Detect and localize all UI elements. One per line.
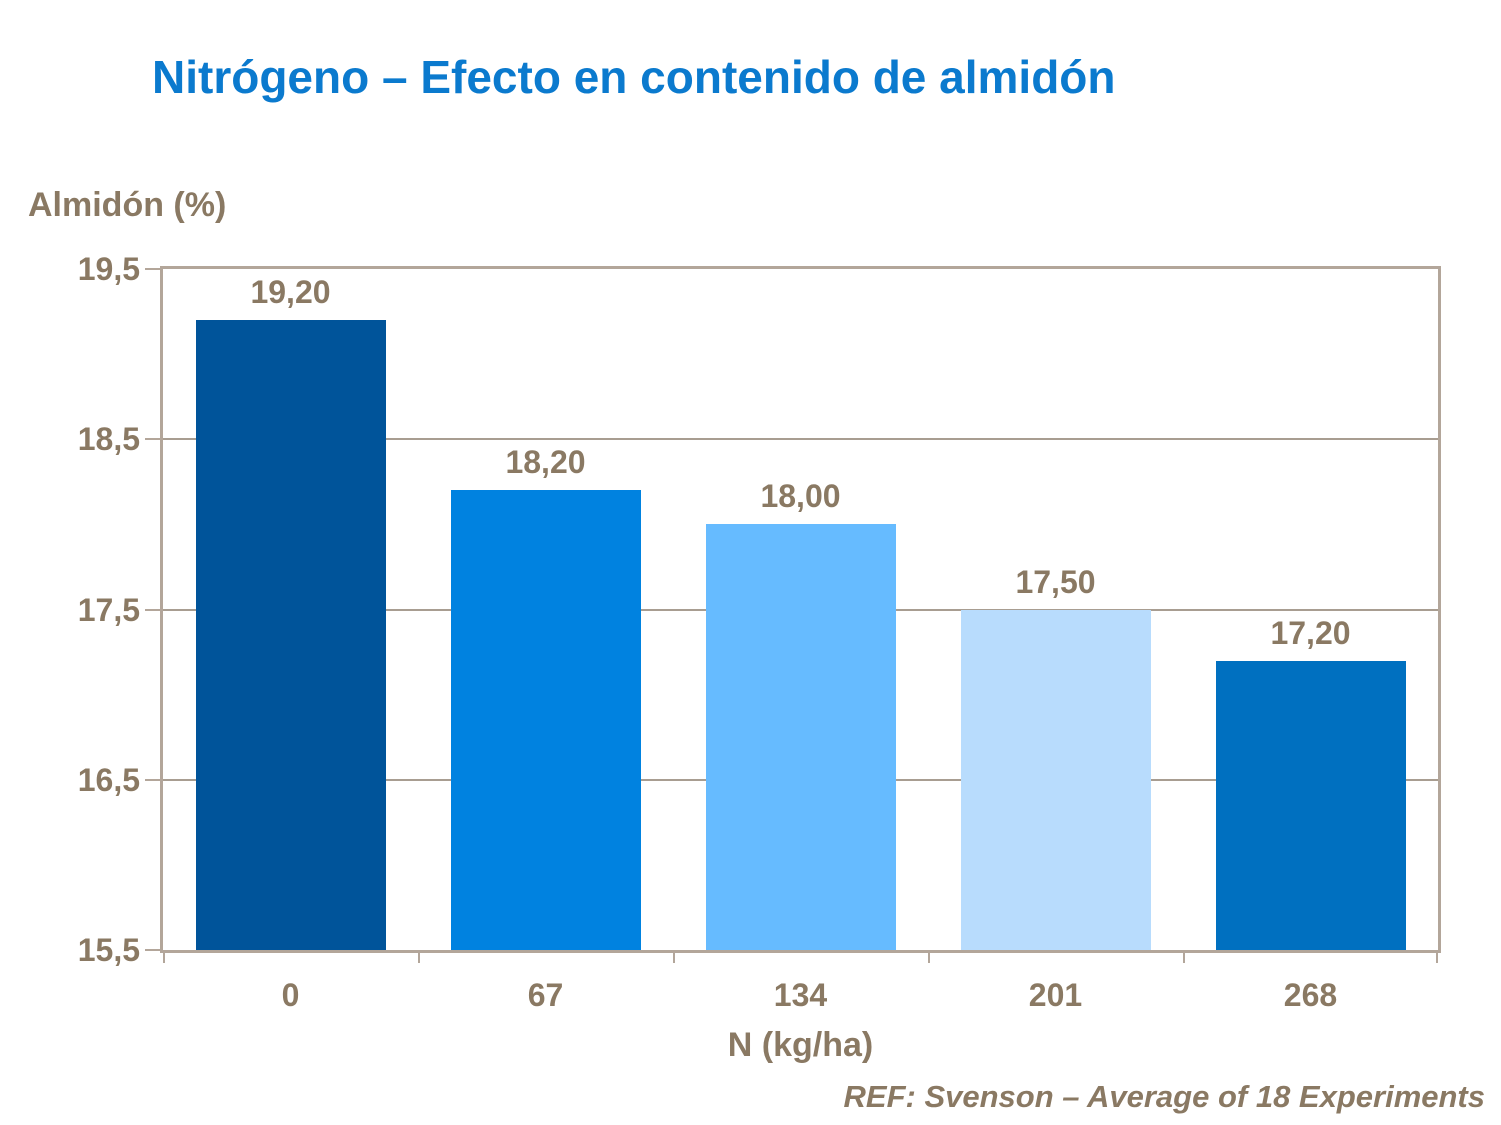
x-axis-tick bbox=[1183, 950, 1185, 963]
gridline bbox=[163, 438, 1438, 441]
y-axis-title: Almidón (%) bbox=[28, 186, 227, 224]
x-axis-category-label: 134 bbox=[773, 977, 828, 1013]
y-axis-tick bbox=[145, 268, 160, 270]
x-axis-category-label: 201 bbox=[1028, 977, 1083, 1013]
y-axis-tick-label: 18,5 bbox=[77, 421, 140, 458]
bar-67 bbox=[450, 490, 641, 950]
bar-0 bbox=[195, 320, 386, 950]
x-axis-category-label: 0 bbox=[281, 977, 300, 1013]
x-axis-category-label: 268 bbox=[1283, 977, 1338, 1013]
x-axis-tick bbox=[928, 950, 930, 963]
bar-value-label: 18,00 bbox=[760, 478, 841, 515]
y-axis-tick bbox=[145, 608, 160, 611]
plot-area: 19,20 18,20 18,00 17,50 17,20 bbox=[145, 266, 1441, 963]
bar-value-label: 18,20 bbox=[505, 444, 586, 481]
y-axis-tick-label: 17,5 bbox=[77, 591, 140, 628]
x-axis-tick bbox=[1436, 950, 1438, 963]
y-axis-labels: 19,5 18,5 17,5 16,5 15,5 bbox=[0, 251, 140, 968]
y-axis-tick bbox=[145, 438, 160, 441]
x-axis-tick bbox=[673, 950, 675, 963]
y-axis-tick-label: 19,5 bbox=[77, 251, 140, 287]
bar-201 bbox=[960, 609, 1151, 950]
x-axis-tick bbox=[418, 950, 420, 963]
x-axis-category-label: 67 bbox=[527, 977, 564, 1013]
bar-value-label: 19,20 bbox=[250, 274, 331, 311]
bar-value-label: 17,50 bbox=[1015, 563, 1096, 600]
y-axis-tick-label: 16,5 bbox=[77, 761, 140, 798]
x-axis-labels: 0 67 134 201 268 bbox=[163, 977, 1438, 1017]
reference-note: REF: Svenson – Average of 18 Experiments bbox=[843, 1079, 1485, 1114]
bar-268 bbox=[1215, 660, 1406, 950]
bar-134 bbox=[705, 524, 896, 950]
y-axis-tick-label: 15,5 bbox=[77, 932, 140, 968]
y-axis-tick bbox=[145, 949, 160, 951]
x-axis-tick bbox=[163, 950, 165, 963]
bar-value-label: 17,20 bbox=[1270, 614, 1351, 651]
x-axis-title: N (kg/ha) bbox=[727, 1026, 874, 1064]
y-axis-tick bbox=[145, 778, 160, 781]
chart-title: Nitrógeno – Efecto en contenido de almid… bbox=[152, 51, 1116, 103]
